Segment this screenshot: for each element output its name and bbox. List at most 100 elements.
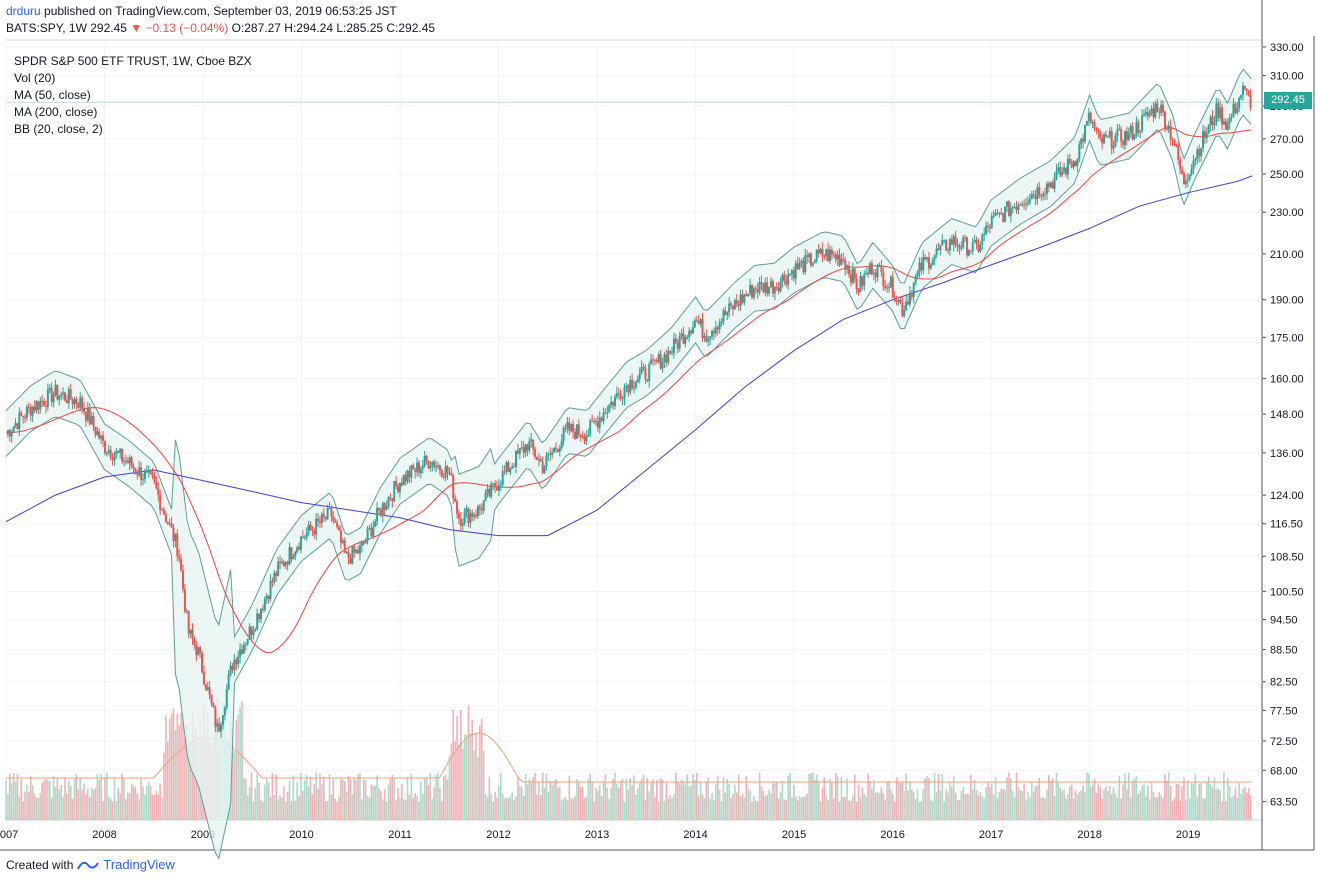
volume-bar (347, 775, 350, 820)
candle-body (229, 665, 232, 675)
volume-bar (1129, 797, 1132, 820)
candle-body (181, 570, 184, 590)
volume-bar (1122, 784, 1124, 820)
volume-bar (345, 791, 348, 820)
volume-bar (64, 776, 66, 820)
candle-body (513, 466, 516, 468)
candle-body (741, 294, 744, 303)
volume-bar (125, 799, 127, 820)
volume-bar (412, 797, 415, 820)
candle-body (813, 260, 816, 264)
candle-body (1143, 114, 1146, 116)
legend-item-bb[interactable]: BB (20, close, 2) (14, 122, 103, 136)
candle-body (1156, 103, 1159, 113)
volume-bar (355, 779, 357, 820)
volume-bar (1190, 783, 1193, 820)
candle-body (218, 723, 221, 732)
y-tick-label: 175.00 (1270, 332, 1304, 344)
volume-bar (1002, 788, 1004, 820)
candle-body (528, 440, 531, 451)
candle-body (54, 384, 57, 395)
candle-body (22, 415, 25, 418)
legend-item-ma200[interactable]: MA (200, close) (14, 105, 98, 119)
volume-bar (775, 782, 778, 820)
volume-bar (482, 750, 485, 820)
candle-body (164, 514, 167, 522)
candle-body (143, 471, 146, 480)
volume-bar (716, 775, 719, 820)
candle-body (202, 672, 205, 685)
volume-bar (31, 784, 34, 820)
candle-body (591, 420, 594, 422)
candle-body (779, 281, 782, 292)
candle-body (579, 434, 582, 437)
volume-bar (857, 784, 860, 820)
volume-bar (1080, 790, 1083, 820)
volume-bar (243, 777, 245, 820)
candle-body (286, 561, 289, 565)
symbol-info: BATS:SPY, 1W 292.45 ▼ −0.13 (−0.04%) O:2… (6, 21, 435, 35)
volume-bar (1206, 781, 1208, 820)
candle-body (60, 394, 63, 396)
volume-bar (890, 788, 892, 820)
volume-bar (123, 779, 125, 820)
candle-body (787, 274, 790, 285)
volume-bar (621, 778, 624, 820)
candle-body (322, 513, 325, 517)
candle-body (636, 378, 639, 383)
volume-bar (665, 782, 668, 820)
volume-bar (75, 774, 78, 820)
volume-bar (939, 790, 942, 820)
legend-item-volume[interactable]: Vol (20) (14, 71, 56, 85)
volume-bar (104, 777, 106, 820)
candle-body (317, 518, 320, 522)
candle-body (608, 404, 611, 413)
volume-bar (760, 786, 763, 820)
tradingview-brand[interactable]: TradingView (103, 857, 175, 872)
candle-body (589, 420, 592, 435)
volume-bar (553, 781, 555, 820)
candle-body (682, 333, 685, 344)
volume-bar (265, 778, 268, 820)
volume-bar (539, 795, 542, 820)
candle-body (554, 447, 557, 450)
volume-bar (654, 796, 656, 820)
candle-body (735, 300, 738, 304)
volume-bar (37, 797, 40, 820)
volume-bar (629, 778, 631, 820)
candle-body (1133, 134, 1136, 140)
candle-body (1184, 180, 1187, 185)
candle-body (6, 430, 9, 434)
candle-body (381, 503, 384, 516)
candle-body (347, 551, 350, 558)
candle-body (417, 462, 420, 474)
legend-item-ma50[interactable]: MA (50, close) (14, 88, 91, 102)
candle-body (338, 526, 341, 531)
volume-bar (328, 773, 331, 820)
candle-body (1036, 187, 1039, 200)
candle-body (12, 426, 15, 432)
volume-bar (581, 786, 584, 820)
volume-bar (1051, 778, 1054, 820)
candle-body (800, 260, 803, 263)
volume-bar (52, 776, 55, 820)
volume-bar (401, 784, 403, 820)
candle-body (77, 403, 80, 408)
volume-bar (1141, 786, 1143, 820)
volume-bar (901, 781, 904, 820)
volume-bar (1183, 777, 1185, 820)
candle-body (556, 449, 559, 452)
candle-body (1064, 167, 1067, 175)
candle-body (280, 561, 283, 564)
volume-bar (791, 797, 793, 820)
volume-bar (393, 777, 396, 820)
volume-bar (166, 741, 169, 820)
candle-body (612, 401, 615, 406)
candle-body (1061, 171, 1064, 176)
candle-body (1032, 194, 1035, 196)
x-tick-label: 2013 (585, 829, 609, 841)
volume-bar (35, 797, 38, 820)
volume-bar (165, 715, 167, 820)
author-link[interactable]: drduru (6, 4, 41, 18)
